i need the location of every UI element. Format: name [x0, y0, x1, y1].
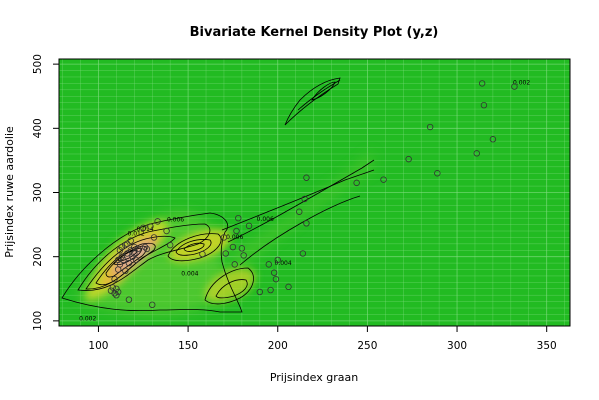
data-point	[274, 256, 281, 264]
data-point	[473, 150, 480, 157]
data-point	[163, 227, 170, 235]
data-point	[125, 259, 133, 267]
data-point	[303, 220, 310, 227]
contour-label: 0.004	[181, 270, 198, 277]
y-tick-label: 300	[32, 182, 44, 202]
data-point	[405, 155, 412, 163]
data-point	[301, 195, 308, 203]
contour-label: 0.012	[128, 231, 145, 238]
data-point	[123, 240, 131, 248]
data-point	[265, 261, 272, 268]
data-point	[131, 250, 138, 257]
data-point	[245, 222, 253, 230]
x-tick-label: 200	[268, 340, 288, 352]
data-point	[380, 176, 387, 183]
plot-area: 0.0020.0040.0040.0060.0060.0060.0140.012…	[59, 59, 570, 326]
contour-label: 0.002	[79, 315, 96, 322]
data-point	[111, 290, 118, 297]
data-point	[303, 174, 310, 181]
data-point	[116, 247, 124, 254]
chart-title: Bivariate Kernel Density Plot (y,z)	[190, 25, 439, 40]
data-point	[122, 267, 129, 275]
data-point	[231, 261, 238, 268]
data-point	[113, 291, 120, 299]
data-point	[478, 80, 486, 87]
y-tick-label: 200	[32, 247, 44, 267]
data-point	[116, 261, 124, 268]
contour-label: 0.006	[257, 216, 274, 223]
data-point	[118, 243, 125, 251]
data-point	[426, 123, 434, 131]
x-tick-label: 350	[537, 340, 557, 352]
data-point	[511, 83, 518, 90]
data-points	[107, 80, 518, 309]
data-point	[235, 214, 242, 222]
data-point	[434, 170, 441, 177]
data-point	[114, 288, 122, 296]
x-axis-label: Prijsindex graan	[270, 371, 358, 384]
contour-label: 0.004	[275, 260, 292, 267]
contour-label: 0.006	[167, 216, 184, 223]
data-point	[122, 241, 129, 249]
data-point	[154, 218, 161, 225]
data-point	[285, 283, 292, 291]
data-point	[118, 253, 125, 260]
data-point	[480, 102, 488, 109]
x-tick-label: 150	[178, 340, 198, 352]
data-point	[299, 250, 307, 257]
data-point	[238, 245, 246, 252]
data-point	[125, 296, 133, 303]
data-point	[166, 241, 174, 249]
data-point	[127, 237, 134, 244]
data-point	[111, 275, 118, 283]
data-point	[140, 224, 147, 232]
data-point	[132, 256, 140, 264]
x-tick-label: 300	[447, 340, 467, 352]
y-tick-label: 400	[32, 118, 44, 138]
data-point	[127, 247, 134, 254]
data-point	[109, 284, 116, 291]
contour-label: 0.006	[226, 234, 243, 241]
data-point	[222, 250, 229, 257]
data-point	[489, 136, 497, 143]
data-point	[113, 285, 120, 292]
data-point	[199, 250, 206, 258]
data-point	[256, 288, 264, 296]
data-point	[120, 256, 127, 264]
data-point	[296, 208, 303, 215]
data-point	[233, 227, 240, 235]
y-tick-label: 100	[32, 311, 44, 331]
data-point	[220, 234, 228, 241]
data-point	[134, 245, 142, 253]
data-point	[143, 245, 151, 253]
x-tick-label: 100	[88, 340, 108, 352]
y-tick-label: 500	[32, 54, 44, 74]
data-point	[150, 234, 158, 241]
data-point	[270, 269, 278, 276]
data-point	[149, 301, 156, 309]
contour-label: 0.002	[513, 80, 530, 87]
data-point	[267, 286, 274, 294]
data-point	[141, 243, 149, 251]
y-axis-label: Prijsindex ruwe aardolie	[3, 126, 16, 258]
y-axis: 100 200 300 400 500	[32, 54, 59, 331]
data-point	[229, 243, 237, 251]
data-point	[272, 275, 280, 283]
data-point	[147, 223, 154, 230]
data-point	[240, 252, 247, 259]
data-point	[131, 243, 138, 251]
data-point	[353, 179, 360, 187]
data-point	[123, 250, 131, 257]
x-axis: 100 150 200 250 300 350	[88, 326, 557, 352]
x-tick-label: 250	[357, 340, 377, 352]
data-point	[129, 253, 136, 260]
